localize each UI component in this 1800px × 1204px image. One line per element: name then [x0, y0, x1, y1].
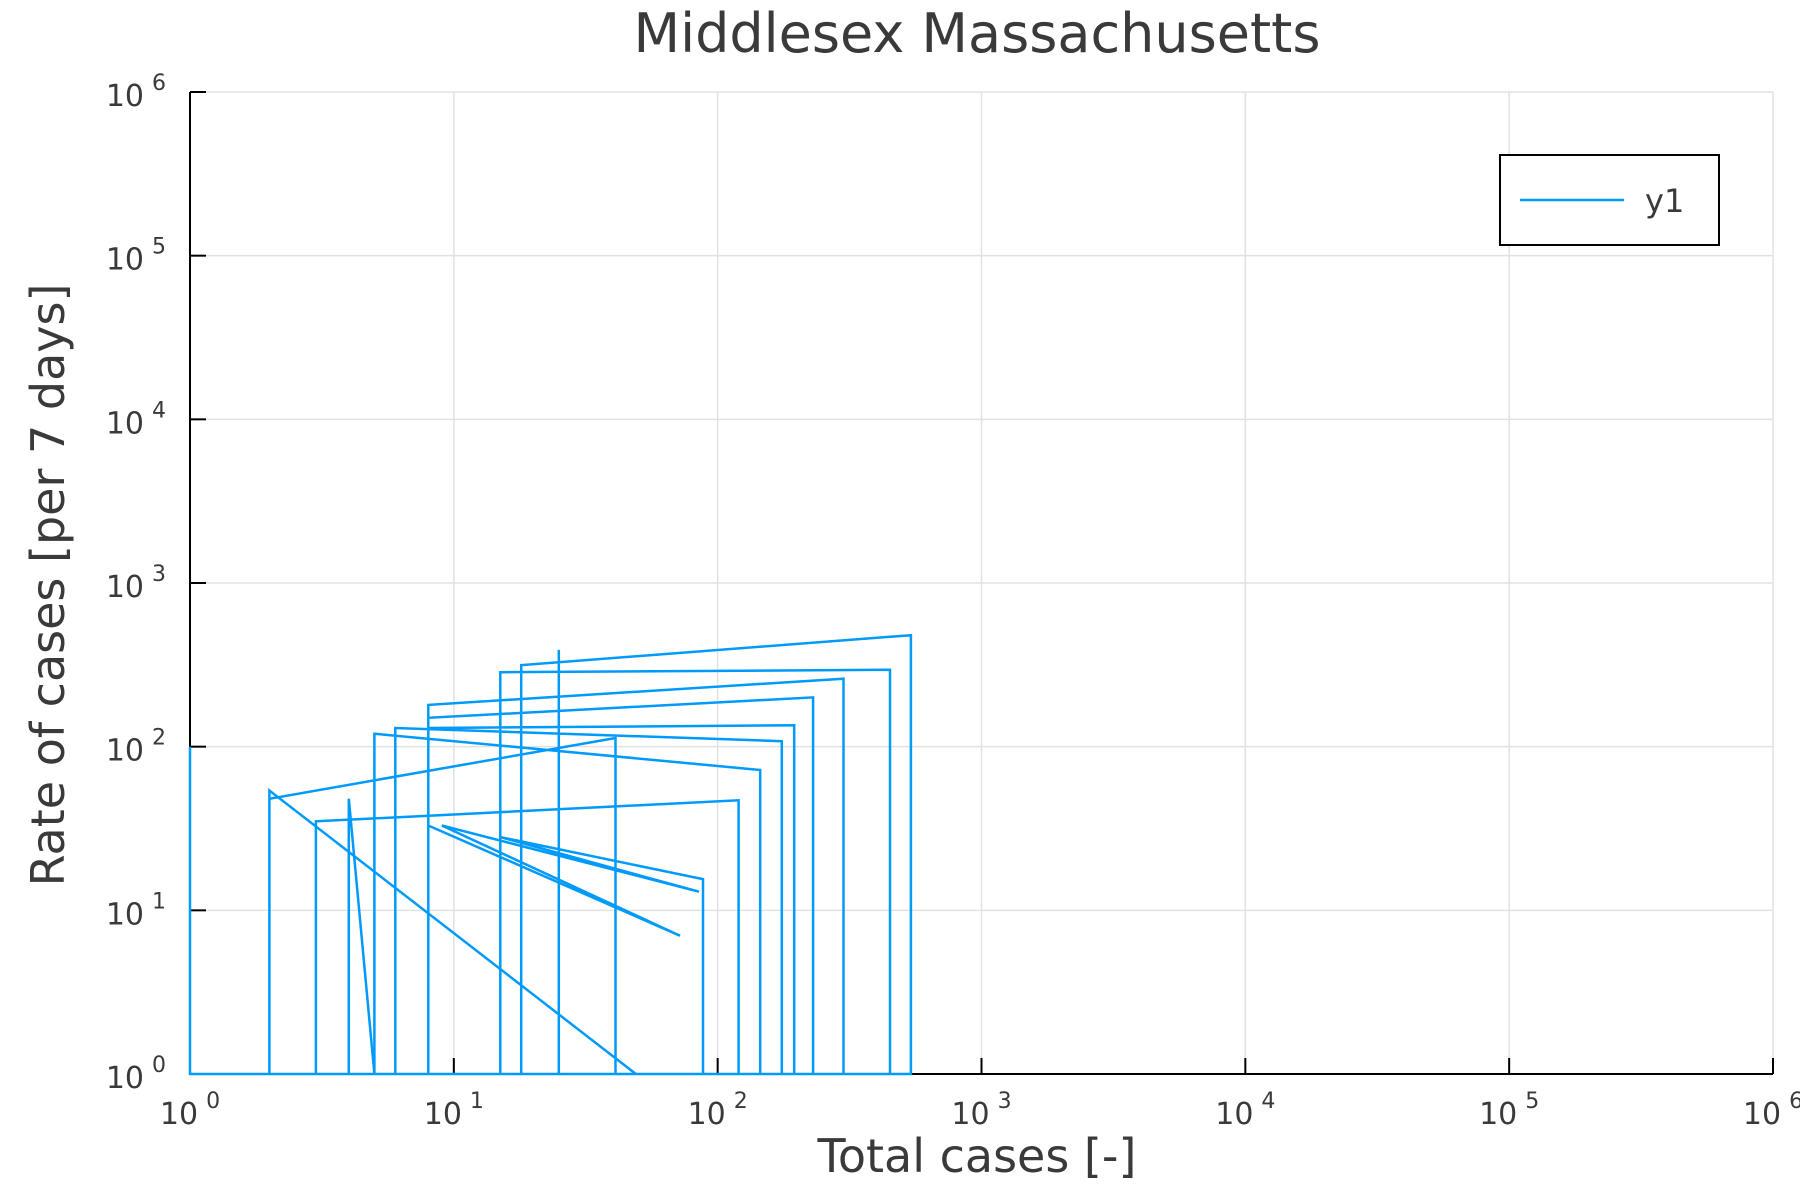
x-tick-label: 10 2	[688, 1089, 748, 1132]
legend: y1	[1499, 154, 1720, 246]
chart-title: Middlesex Massachusetts	[634, 2, 1321, 65]
series-line-y1	[188, 633, 913, 1076]
y-tick-label: 10 0	[106, 1053, 166, 1096]
x-axis-label: Total cases [-]	[817, 1129, 1137, 1183]
series-layer	[188, 633, 913, 1076]
legend-entry-label: y1	[1645, 182, 1684, 220]
y-tick-label: 10 3	[106, 562, 166, 605]
tick-labels: 10 0 10 1 10 2 10 3 10 4 10 5 10 6 10 0 10 1 10 2 10 3 10 4 10 5 1…	[106, 71, 1800, 1132]
y-tick-label: 10 1	[106, 889, 166, 932]
y-tick-label: 10 5	[106, 235, 166, 278]
y-tick-label: 10 4	[106, 398, 166, 441]
x-tick-label: 10 1	[424, 1089, 484, 1132]
y-tick-label: 10 2	[106, 726, 166, 769]
x-tick-label: 10 0	[160, 1089, 220, 1132]
y-tick-label: 10 6	[106, 71, 166, 114]
x-tick-label: 10 4	[1215, 1089, 1275, 1132]
grid	[189, 91, 1774, 1075]
x-tick-label: 10 5	[1479, 1089, 1539, 1132]
x-tick-label: 10 3	[951, 1089, 1011, 1132]
y-axis-label: Rate of cases [per 7 days]	[21, 284, 75, 887]
x-tick-label: 10 6	[1743, 1089, 1800, 1132]
